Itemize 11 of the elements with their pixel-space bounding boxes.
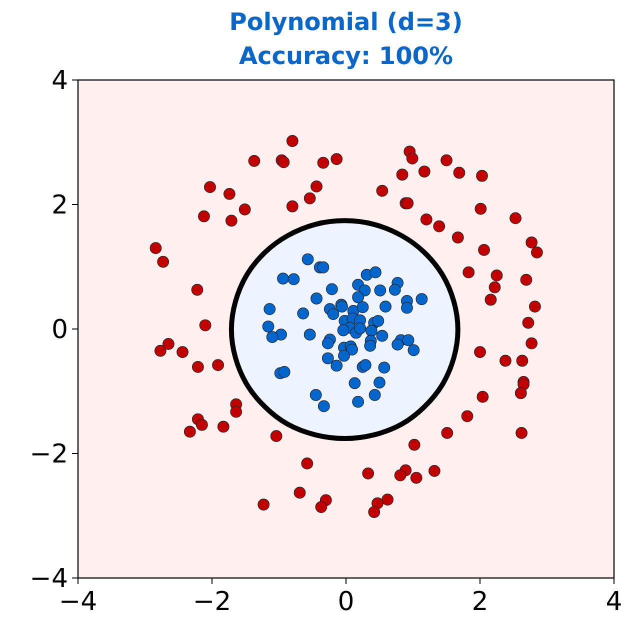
y-tick-label: 4 (51, 66, 68, 96)
y-tick-label: −2 (30, 440, 68, 470)
y-tick-label: −4 (30, 564, 68, 594)
x-tick-label: 4 (606, 587, 622, 617)
y-tick-label: 0 (51, 315, 68, 346)
chart-title: Polynomial (d=3) (229, 8, 463, 36)
x-tick-label: 2 (472, 587, 488, 617)
x-tick-label: −2 (192, 587, 232, 617)
x-tick-label: 0 (338, 587, 354, 617)
y-tick-label: 2 (51, 190, 68, 221)
chart-subtitle: Accuracy: 100% (238, 42, 454, 70)
